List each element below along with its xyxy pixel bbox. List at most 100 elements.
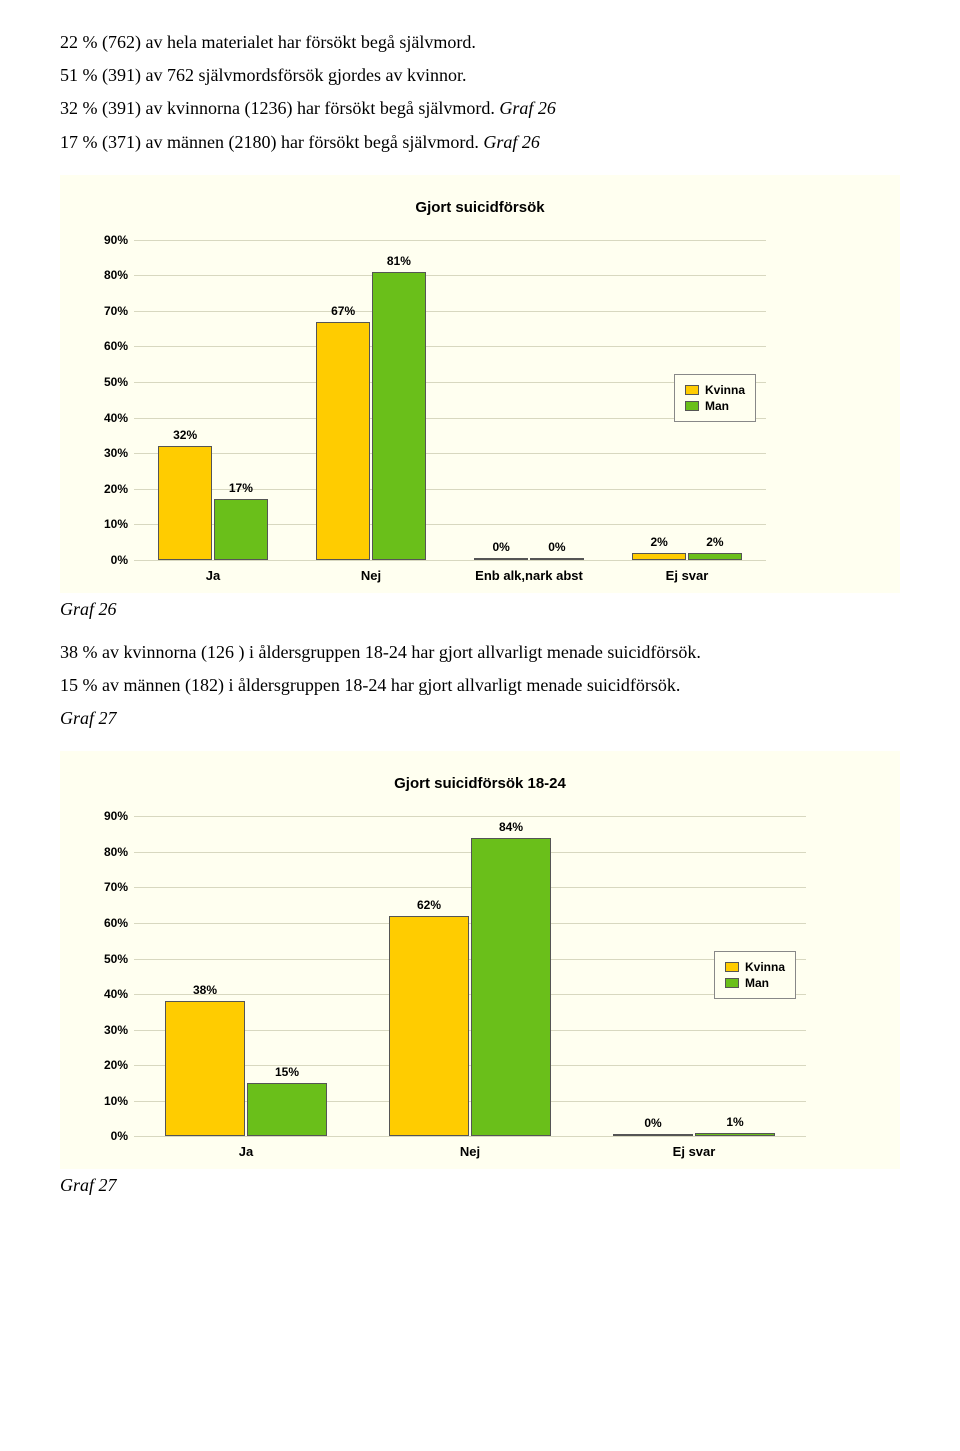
bar-value-label: 2% — [706, 535, 723, 549]
legend-item-kvinna: Kvinna — [725, 960, 785, 974]
bar-value-label: 81% — [387, 254, 411, 268]
bar-kvinna: 0% — [474, 558, 528, 560]
bar-value-label: 17% — [229, 481, 253, 495]
y-tick-label: 20% — [84, 482, 128, 496]
y-tick-label: 70% — [84, 304, 128, 318]
y-tick-label: 40% — [84, 987, 128, 1001]
chart-bars: 38%15%62%84%0%1% — [134, 816, 806, 1136]
bar-man: 2% — [688, 553, 742, 560]
bar-group: 62%84% — [358, 838, 582, 1137]
graf-ref: Graf 26 — [483, 132, 540, 152]
graf-label: Graf 26 — [60, 599, 900, 620]
paragraph: 22 % (762) av hela materialet har försök… — [60, 30, 900, 55]
text: 17 % (371) av männen (2180) har försökt … — [60, 132, 483, 152]
bar-man: 0% — [530, 558, 584, 560]
paragraph: 17 % (371) av männen (2180) har försökt … — [60, 130, 900, 155]
chart-plot-area: 0%10%20%30%40%50%60%70%80%90% 32%17%67%8… — [134, 240, 766, 560]
bar-value-label: 0% — [644, 1116, 661, 1130]
y-tick-label: 40% — [84, 411, 128, 425]
chart-plot-area: 0%10%20%30%40%50%60%70%80%90% 38%15%62%8… — [134, 816, 806, 1136]
legend-label: Man — [745, 976, 769, 990]
bar-value-label: 32% — [173, 428, 197, 442]
bar-value-label: 2% — [650, 535, 667, 549]
y-tick-label: 50% — [84, 375, 128, 389]
legend-label: Kvinna — [745, 960, 785, 974]
swatch-man — [685, 401, 699, 411]
bar-value-label: 62% — [417, 898, 441, 912]
bar-value-label: 1% — [726, 1115, 743, 1129]
y-tick-label: 80% — [84, 845, 128, 859]
y-tick-label: 10% — [84, 517, 128, 531]
x-tick-label: Ej svar — [608, 568, 766, 583]
bar-value-label: 0% — [548, 540, 565, 554]
bar-value-label: 84% — [499, 820, 523, 834]
x-tick-label: Nej — [292, 568, 450, 583]
chart-title: Gjort suicidförsök — [84, 199, 876, 216]
chart-legend: Kvinna Man — [714, 951, 796, 999]
bar-man: 1% — [695, 1133, 775, 1137]
y-tick-label: 90% — [84, 233, 128, 247]
grid-line — [134, 1136, 806, 1137]
bar-man: 81% — [372, 272, 426, 560]
y-tick-label: 30% — [84, 1023, 128, 1037]
bar-value-label: 38% — [193, 983, 217, 997]
paragraph: 51 % (391) av 762 självmordsförsök gjord… — [60, 63, 900, 88]
bar-group: 32%17% — [134, 446, 292, 560]
bar-group: 0%0% — [450, 558, 608, 560]
bar-group: 38%15% — [134, 1001, 358, 1136]
bar-value-label: 15% — [275, 1065, 299, 1079]
paragraph: 38 % av kvinnorna (126 ) i åldersgruppen… — [60, 640, 900, 665]
bar-group: 67%81% — [292, 272, 450, 560]
graf-label: Graf 27 — [60, 1175, 900, 1196]
bar-group: 2%2% — [608, 553, 766, 560]
bar-kvinna: 2% — [632, 553, 686, 560]
y-tick-label: 60% — [84, 916, 128, 930]
y-tick-label: 50% — [84, 952, 128, 966]
legend-item-man: Man — [725, 976, 785, 990]
text: 32 % (391) av kvinnorna (1236) har försö… — [60, 98, 499, 118]
y-tick-label: 70% — [84, 880, 128, 894]
x-tick-label: Ja — [134, 568, 292, 583]
bar-kvinna: 67% — [316, 322, 370, 560]
bar-man: 15% — [247, 1083, 327, 1136]
bar-group: 0%1% — [582, 1133, 806, 1137]
bar-value-label: 0% — [492, 540, 509, 554]
chart-gjort-suicidforsok: Gjort suicidförsök 0% 10% 20% 30% 40% 50% 60% 7… — [60, 175, 900, 593]
legend-item-kvinna: Kvinna — [685, 383, 745, 397]
bar-man: 84% — [471, 838, 551, 1137]
x-tick-label: Enb alk,nark abst — [450, 568, 608, 583]
legend-item-man: Man — [685, 399, 745, 413]
swatch-man — [725, 978, 739, 988]
x-axis-labels: JaNejEnb alk,nark abstEj svar — [134, 568, 766, 583]
chart-legend: Kvinna Man — [674, 374, 756, 422]
y-tick-label: 20% — [84, 1058, 128, 1072]
bar-kvinna: 32% — [158, 446, 212, 560]
bar-man: 17% — [214, 499, 268, 559]
y-tick-label: 80% — [84, 268, 128, 282]
graf-ref: Graf 26 — [499, 98, 556, 118]
y-tick-label: 0% — [84, 553, 128, 567]
y-tick-label: 10% — [84, 1094, 128, 1108]
chart-gjort-suicidforsok-18-24: Gjort suicidförsök 18-24 0% 10% 20% 30% 40% 5… — [60, 751, 900, 1169]
bar-kvinna: 38% — [165, 1001, 245, 1136]
graf-ref: Graf 27 — [60, 706, 900, 731]
x-tick-label: Ej svar — [582, 1144, 806, 1159]
bar-kvinna: 62% — [389, 916, 469, 1136]
x-axis-labels: JaNejEj svar — [134, 1144, 806, 1159]
chart-bars: 32%17%67%81%0%0%2%2% — [134, 240, 766, 560]
bar-kvinna: 0% — [613, 1134, 693, 1136]
y-tick-label: 0% — [84, 1129, 128, 1143]
x-tick-label: Nej — [358, 1144, 582, 1159]
legend-label: Kvinna — [705, 383, 745, 397]
y-tick-label: 60% — [84, 339, 128, 353]
y-tick-label: 90% — [84, 809, 128, 823]
chart-title: Gjort suicidförsök 18-24 — [84, 775, 876, 792]
legend-label: Man — [705, 399, 729, 413]
bar-value-label: 67% — [331, 304, 355, 318]
grid-line — [134, 560, 766, 561]
y-tick-label: 30% — [84, 446, 128, 460]
swatch-kvinna — [685, 385, 699, 395]
paragraph: 32 % (391) av kvinnorna (1236) har försö… — [60, 96, 900, 121]
x-tick-label: Ja — [134, 1144, 358, 1159]
swatch-kvinna — [725, 962, 739, 972]
